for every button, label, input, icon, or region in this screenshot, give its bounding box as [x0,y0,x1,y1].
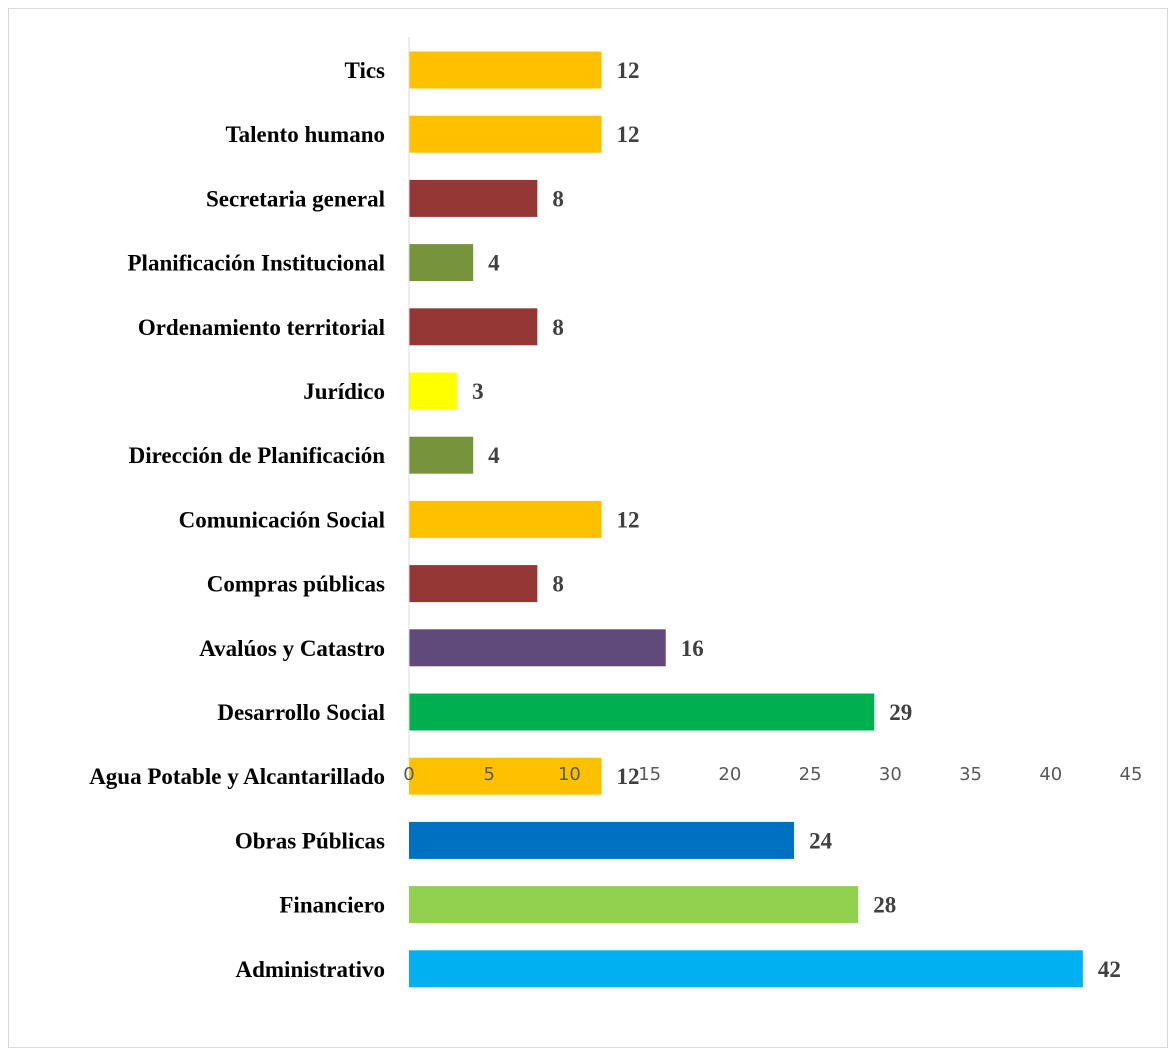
bar [409,372,458,410]
category-labels-group: Administrativo Financiero Obras Públicas Ag… [89,58,385,982]
bars-group [409,51,1083,988]
x-axis-ticks-group: 0 5 10 15 20 25 30 35 40 45 [403,764,1142,785]
x-tick-label: 30 [879,764,902,785]
data-label: 8 [552,186,564,211]
category-label: Dirección de Planificación [129,443,386,468]
category-label: Desarrollo Social [217,700,385,725]
bar [409,886,859,924]
bar [409,179,538,217]
category-label: Compras públicas [207,572,385,597]
data-label: 12 [617,58,640,83]
bar [409,308,538,346]
data-label: 12 [617,764,640,789]
category-label: Agua Potable y Alcantarillado [89,764,385,789]
data-label: 8 [552,315,564,340]
bar [409,950,1083,988]
x-tick-label: 25 [799,764,822,785]
data-label: 3 [472,379,484,404]
category-label: Comunicación Social [179,507,385,532]
bar [409,244,474,282]
x-tick-label: 40 [1039,764,1062,785]
data-label: 16 [681,636,704,661]
bar [409,693,875,731]
data-label: 8 [552,572,564,597]
category-label: Tics [345,58,386,83]
x-tick-label: 45 [1120,764,1143,785]
data-label: 12 [617,122,640,147]
category-label: Secretaria general [206,186,385,211]
data-label: 29 [889,700,912,725]
bar [409,51,602,89]
bar [409,500,602,538]
category-label: Obras Públicas [235,828,385,853]
bar [409,115,602,153]
x-tick-label: 10 [558,764,581,785]
category-label: Avalúos y Catastro [199,636,385,661]
data-label: 12 [617,507,640,532]
data-label: 24 [809,828,833,853]
category-label: Financiero [279,893,385,918]
category-label: Jurídico [303,379,385,404]
bar [409,565,538,603]
x-tick-label: 35 [959,764,982,785]
bar [409,436,474,474]
value-labels-group: 42 28 24 12 29 16 8 12 4 3 8 4 8 12 12 [472,58,1121,982]
category-label: Administrativo [236,957,386,982]
category-label: Planificación Institucional [128,251,386,276]
category-label: Talento humano [225,122,385,147]
x-tick-label: 0 [403,764,414,785]
bar [409,757,602,795]
data-label: 4 [488,443,500,468]
bar [409,629,666,667]
x-tick-label: 5 [483,764,494,785]
x-tick-label: 20 [718,764,741,785]
bar [409,821,795,859]
x-tick-label: 15 [638,764,661,785]
data-label: 28 [873,893,896,918]
category-label: Ordenamiento territorial [138,315,385,340]
data-label: 42 [1098,957,1121,982]
data-label: 4 [488,251,500,276]
